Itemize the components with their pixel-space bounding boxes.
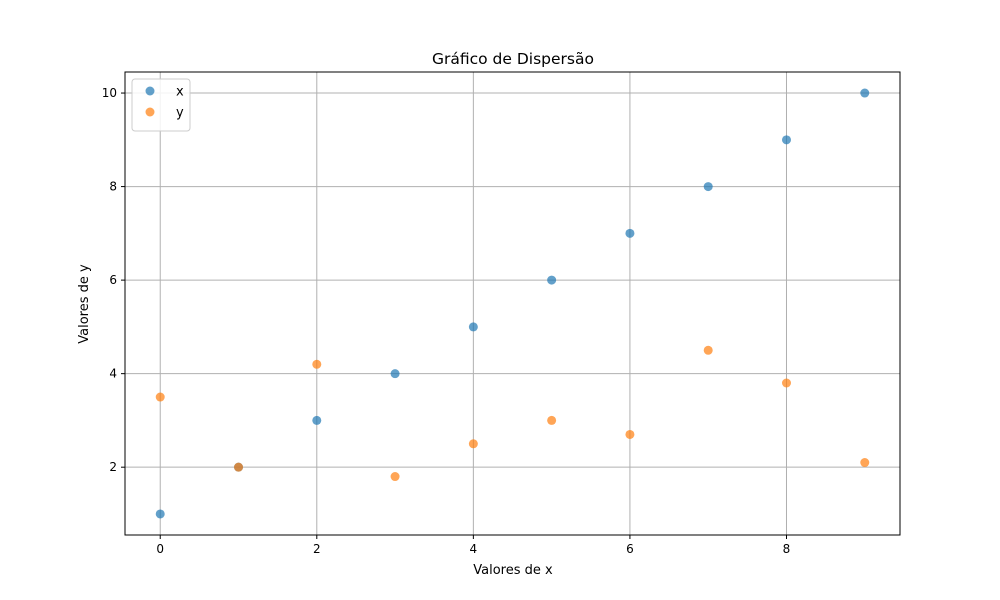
point-series-x — [390, 369, 400, 379]
legend-marker — [145, 86, 155, 96]
legend-label: y — [176, 106, 184, 121]
point-series-x — [468, 322, 478, 332]
point-series-x — [860, 88, 870, 98]
y-tick-label: 10 — [102, 86, 117, 100]
point-series-y — [468, 439, 478, 449]
point-series-y — [312, 359, 322, 369]
x-tick-label: 8 — [783, 542, 791, 556]
point-series-y — [781, 378, 791, 388]
y-tick-label: 2 — [109, 460, 117, 474]
point-series-x — [547, 275, 557, 285]
x-tick-label: 0 — [156, 542, 164, 556]
point-series-y — [860, 458, 870, 468]
chart-title: Gráfico de Dispersão — [432, 50, 594, 68]
y-tick-label: 8 — [109, 180, 117, 194]
x-tick-label: 6 — [626, 542, 634, 556]
y-tick-label: 6 — [109, 273, 117, 287]
point-series-y — [703, 345, 713, 355]
point-series-x — [781, 135, 791, 145]
grid-lines — [125, 72, 900, 535]
point-series-y — [547, 415, 557, 425]
y-axis-ticks: 2 4 6 8 10 — [102, 86, 125, 474]
y-tick-label: 4 — [109, 367, 117, 381]
point-series-x — [312, 415, 322, 425]
x-axis-ticks: 0 2 4 6 8 — [156, 535, 790, 556]
point-series-y — [390, 472, 400, 482]
y-axis-label: Valores de y — [77, 264, 92, 344]
plot-frame — [124, 71, 901, 536]
data-points — [155, 88, 870, 519]
point-series-x — [703, 182, 713, 192]
point-series-y — [234, 462, 244, 472]
x-tick-label: 2 — [313, 542, 321, 556]
point-series-x — [625, 228, 635, 238]
point-series-y — [155, 392, 165, 402]
point-series-x — [155, 509, 165, 519]
legend: xy — [131, 78, 191, 132]
point-series-y — [625, 429, 635, 439]
x-axis-label: Valores de x — [473, 563, 553, 578]
legend-marker — [145, 107, 155, 117]
x-tick-label: 4 — [470, 542, 478, 556]
legend-label: x — [176, 85, 184, 100]
